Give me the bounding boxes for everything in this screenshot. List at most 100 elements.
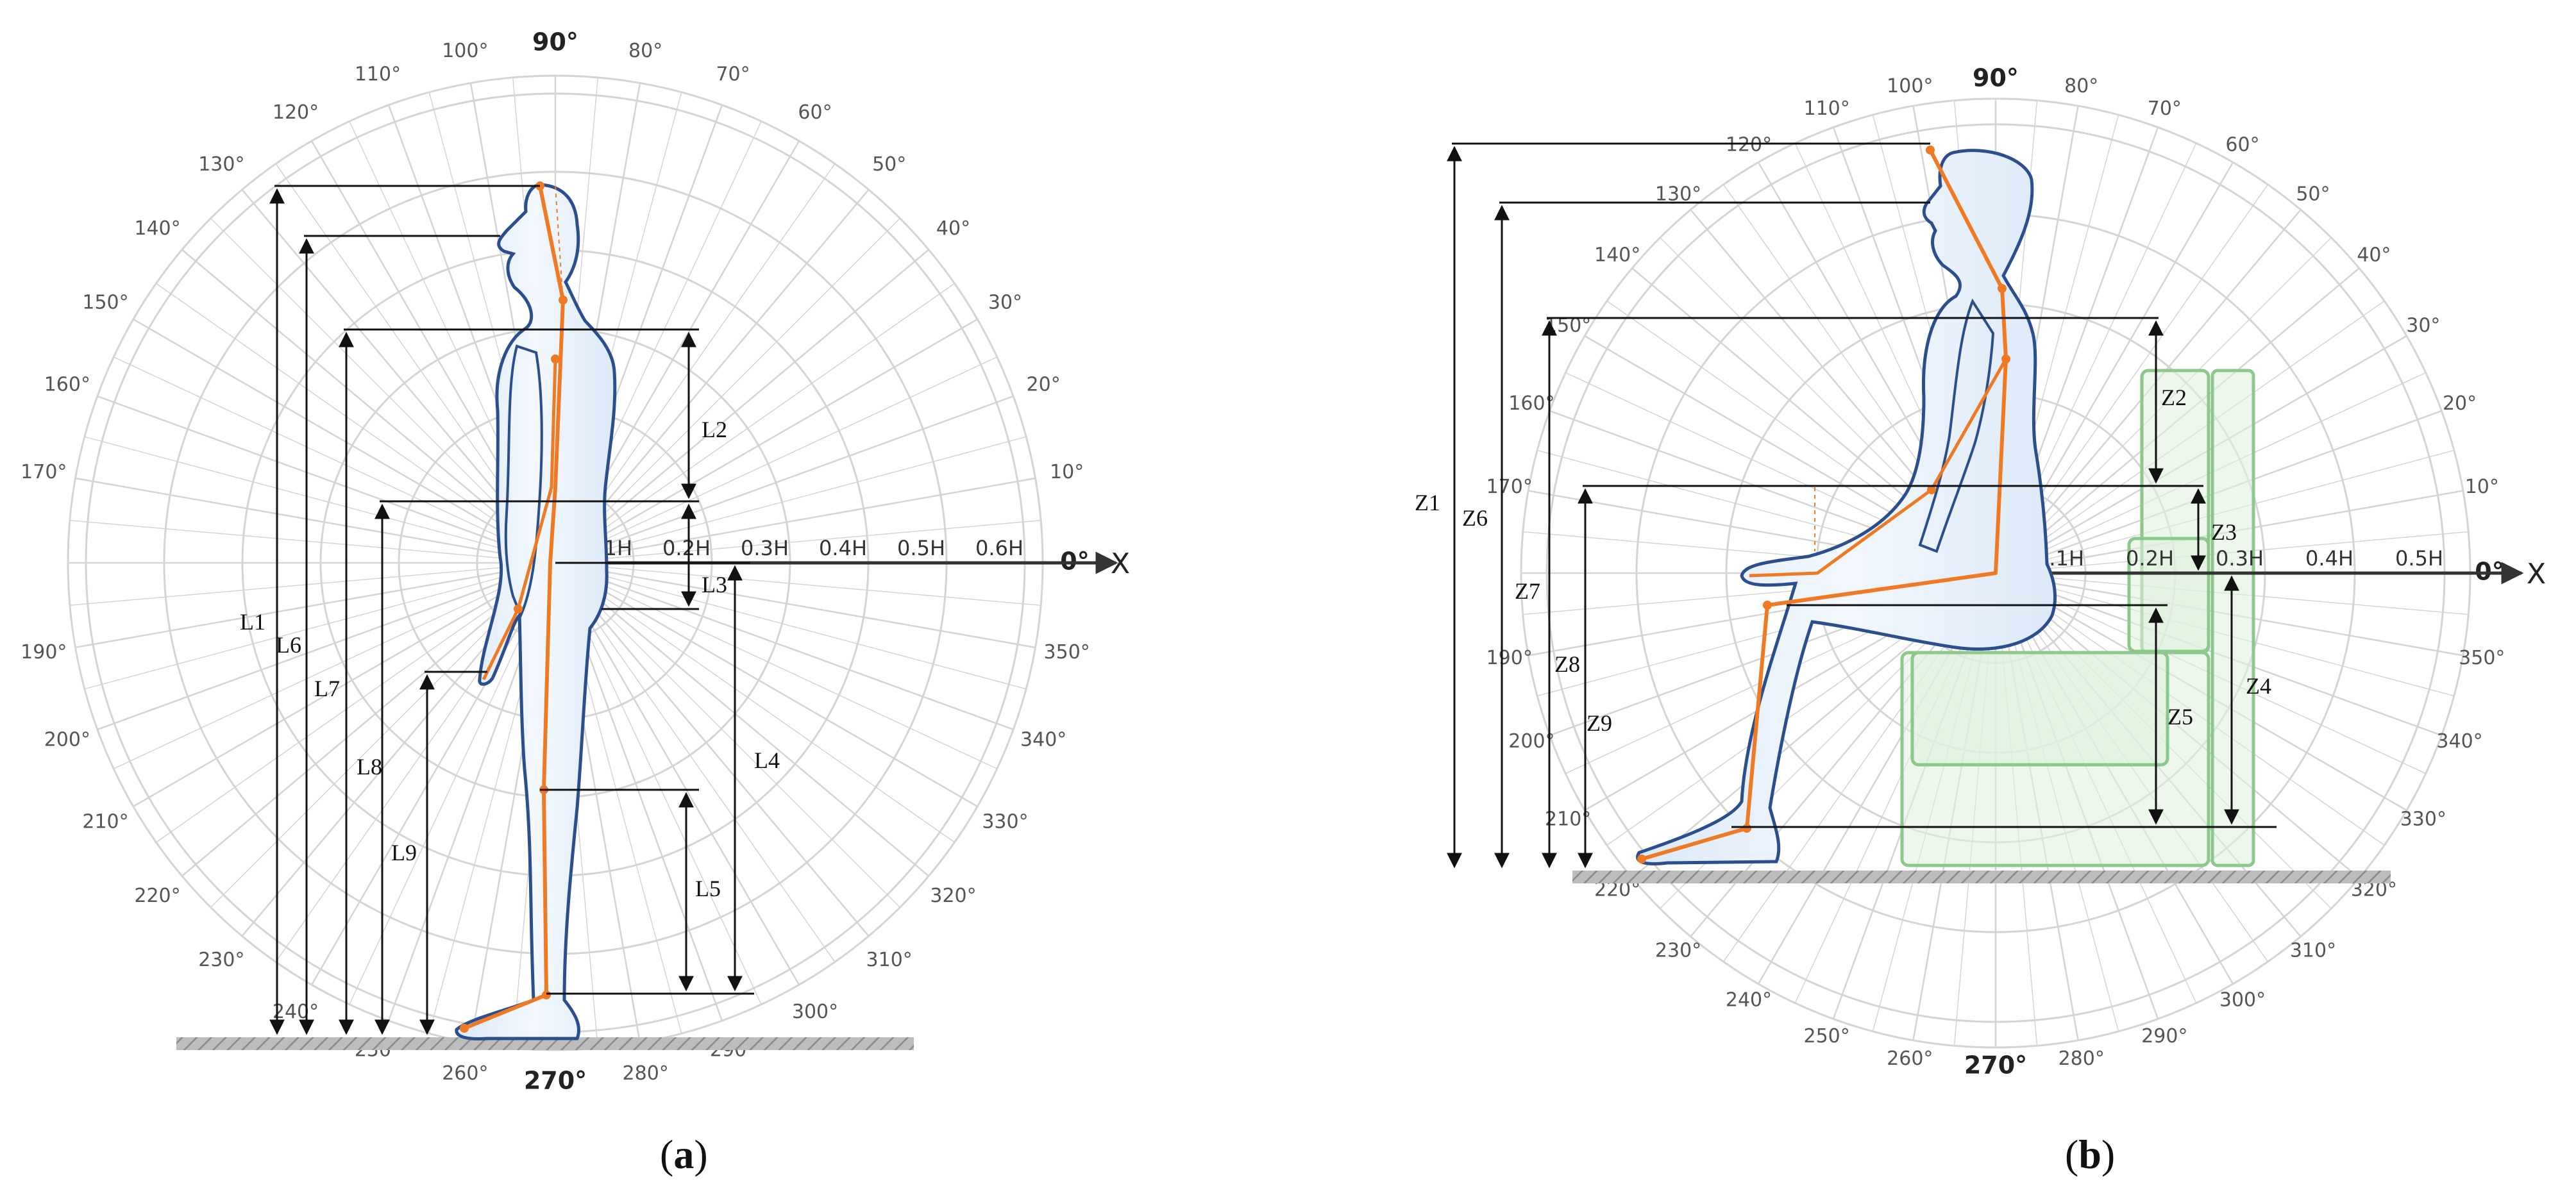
angle-label: 50° bbox=[872, 153, 906, 176]
grid-spoke bbox=[1995, 372, 2426, 574]
angle-label: 310° bbox=[2290, 939, 2336, 962]
standing-arm-skeleton bbox=[482, 358, 557, 681]
angle-label: 60° bbox=[798, 101, 832, 124]
angle-label: 330° bbox=[982, 811, 1028, 833]
dim-label-Z6: Z6 bbox=[1462, 505, 1488, 531]
grid-spoke bbox=[554, 562, 800, 985]
dim-label-L6: L6 bbox=[276, 632, 301, 658]
grid-spoke bbox=[555, 562, 1027, 690]
angle-label: 20° bbox=[2443, 392, 2477, 415]
angle-label: 230° bbox=[198, 949, 244, 971]
dim-label-L3: L3 bbox=[702, 572, 727, 597]
angle-label: 320° bbox=[930, 885, 976, 907]
angle-label: 210° bbox=[82, 811, 128, 833]
angle-label: 80° bbox=[628, 40, 662, 62]
standing-dimension-labels: L1 L2 L3 L4 L5 L6 L7 L8 L9 bbox=[240, 417, 780, 901]
dim-label-L9: L9 bbox=[391, 840, 417, 865]
x-axis-label-b: X bbox=[2527, 558, 2546, 590]
ring-label: 0.2H bbox=[2126, 546, 2174, 571]
seated-arm-outline bbox=[1918, 298, 1995, 553]
dim-label-Z4: Z4 bbox=[2246, 673, 2271, 699]
angle-label: 20° bbox=[1027, 373, 1061, 396]
dim-label-L5: L5 bbox=[695, 876, 721, 901]
panel-b-seated-diagram: 0°10°20°30°40°50°60°70°80°90°100°110°120… bbox=[1415, 64, 2546, 1178]
grid-spoke bbox=[555, 218, 900, 563]
ring-labels-a: 0.1H 0.2H 0.3H 0.4H 0.5H 0.6H bbox=[584, 536, 1023, 560]
angle-label: 290° bbox=[2141, 1025, 2187, 1048]
ring-labels-b: 0.1H 0.2H 0.3H 0.4H 0.5H bbox=[2036, 546, 2443, 571]
grid-spoke bbox=[555, 562, 836, 962]
ring-label: 0.5H bbox=[897, 536, 945, 560]
angle-label: 60° bbox=[2225, 134, 2259, 156]
grid-spoke bbox=[156, 283, 556, 563]
angle-label: 240° bbox=[273, 1001, 319, 1023]
angle-label: 280° bbox=[623, 1062, 669, 1085]
ring-label: 0.4H bbox=[2305, 546, 2353, 571]
dim-label-Z5: Z5 bbox=[2168, 704, 2193, 730]
angle-label: 340° bbox=[2436, 730, 2482, 753]
angle-label: 200° bbox=[1508, 730, 1554, 753]
grid-spoke bbox=[555, 562, 1036, 649]
angle-label: 30° bbox=[988, 292, 1022, 314]
angle-label: 330° bbox=[2400, 808, 2446, 831]
dim-label-L8: L8 bbox=[357, 754, 382, 780]
angle-label: 130° bbox=[198, 153, 244, 176]
angle-label: 210° bbox=[1545, 808, 1591, 831]
grid-spoke bbox=[84, 562, 556, 690]
dim-label-Z1: Z1 bbox=[1415, 490, 1440, 515]
grid-spoke bbox=[69, 562, 556, 606]
dim-label-L4: L4 bbox=[754, 747, 780, 773]
dim-label-L1: L1 bbox=[240, 609, 265, 635]
dim-label-Z3: Z3 bbox=[2211, 519, 2237, 545]
grid-spoke bbox=[555, 520, 1041, 563]
standing-body-outline bbox=[455, 183, 617, 1040]
grid-spoke bbox=[75, 477, 556, 564]
grid-spoke bbox=[69, 520, 556, 563]
seated-body-outline bbox=[1636, 149, 2057, 865]
angle-label: 200° bbox=[44, 729, 90, 751]
angle-label: 170° bbox=[1486, 476, 1533, 498]
caption-a: (a) bbox=[660, 1131, 708, 1177]
grid-spoke bbox=[555, 318, 978, 564]
angle-label: 190° bbox=[1486, 647, 1533, 669]
angle-label: 240° bbox=[1726, 989, 1772, 1011]
grid-spoke bbox=[555, 477, 1036, 564]
grid-spoke bbox=[555, 356, 998, 563]
grid-spoke bbox=[97, 395, 556, 564]
dim-label-Z2: Z2 bbox=[2161, 385, 2187, 410]
angle-label: 120° bbox=[273, 101, 319, 124]
angle-label: 40° bbox=[2357, 244, 2391, 267]
grid-spoke bbox=[156, 562, 556, 843]
grid-spoke bbox=[555, 283, 955, 563]
angle-label: 220° bbox=[134, 885, 180, 907]
grid-spoke bbox=[113, 356, 556, 563]
grid-spoke bbox=[555, 562, 1041, 606]
angle-label: 10° bbox=[2465, 476, 2499, 498]
angle-label: 270° bbox=[1964, 1051, 2027, 1080]
grid-spoke bbox=[555, 436, 1027, 563]
angle-label: 260° bbox=[442, 1062, 488, 1085]
angle-label: 50° bbox=[2296, 183, 2330, 206]
ring-label: 0.3H bbox=[2216, 546, 2264, 571]
panel-a-standing-diagram: 0°10°20°30°40°50°60°70°80°90°100°110°120… bbox=[21, 28, 1130, 1178]
grid-spoke bbox=[555, 562, 998, 769]
angle-label: 160° bbox=[1508, 392, 1554, 415]
angle-label: 100° bbox=[442, 40, 488, 62]
angle-label: 260° bbox=[1887, 1048, 1933, 1070]
ring-label: 0.3H bbox=[741, 536, 789, 560]
angle-label: 310° bbox=[866, 949, 913, 971]
grid-spoke bbox=[555, 562, 978, 808]
grid-spoke bbox=[181, 249, 556, 563]
grid-spoke bbox=[555, 562, 1014, 731]
angle-label: 140° bbox=[1594, 244, 1640, 267]
angle-labels-a: 0°10°20°30°40°50°60°70°80°90°100°110°120… bbox=[21, 28, 1090, 1095]
angle-label: 90° bbox=[1973, 64, 2019, 92]
angle-label: 10° bbox=[1050, 461, 1084, 483]
grid-spoke bbox=[84, 436, 556, 563]
grid-spoke bbox=[555, 395, 1014, 564]
grid-spoke bbox=[113, 562, 556, 769]
angle-label: 110° bbox=[1804, 97, 1850, 120]
angle-label: 280° bbox=[2058, 1048, 2105, 1070]
angle-label: 190° bbox=[21, 641, 67, 664]
